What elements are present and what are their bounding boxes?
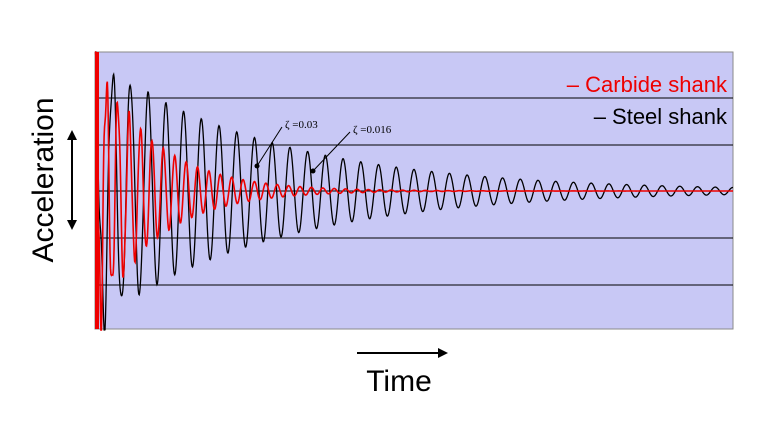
series-line-carbide-shank <box>94 51 733 331</box>
gridlines <box>95 97 733 286</box>
series-line-steel-shank <box>95 51 734 331</box>
annotation-point-carbide <box>254 163 260 169</box>
annotation-steel: ζ =0.016 <box>310 124 392 174</box>
annotation-zeta-steel: ζ =0.016 <box>353 124 392 136</box>
annotation-leader-steel <box>312 131 351 172</box>
annotation-zeta-carbide: ζ =0.03 <box>285 119 318 131</box>
legend-entry-carbide: – Carbide shank <box>567 72 728 97</box>
x-axis-label: Time <box>366 365 432 398</box>
series-layer <box>94 51 734 331</box>
legend-entry-steel: – Steel shank <box>594 104 728 129</box>
y-axis-label: Acceleration <box>27 97 60 262</box>
annotation-point-steel <box>310 168 316 174</box>
annotation-carbide: ζ =0.03 <box>254 119 318 169</box>
legend: – Carbide shank – Steel shank <box>567 72 728 129</box>
annotation-leader-carbide <box>256 126 283 167</box>
